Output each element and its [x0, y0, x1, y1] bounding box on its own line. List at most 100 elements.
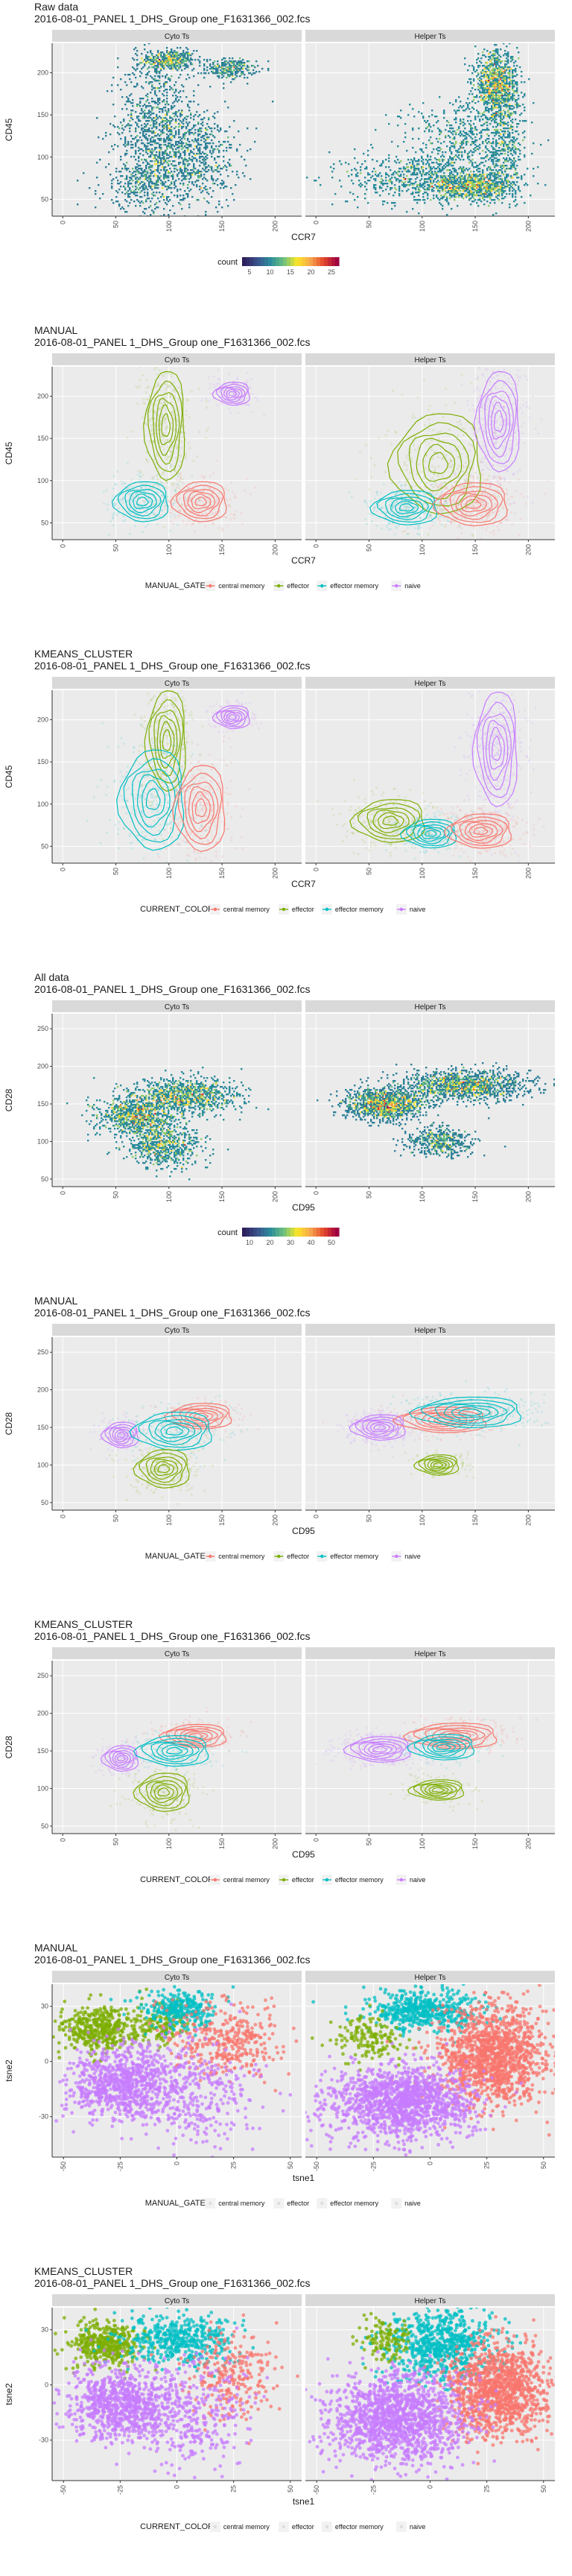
density-bin [147, 162, 149, 164]
density-bin [138, 104, 140, 106]
density-bin [463, 178, 465, 180]
density-bin [214, 127, 216, 130]
density-bin [145, 116, 147, 118]
density-bin [168, 145, 170, 148]
density-bin [197, 148, 200, 151]
density-bin [130, 93, 133, 95]
density-bin [205, 142, 207, 145]
density-bin [147, 163, 149, 165]
density-bin [480, 71, 483, 73]
density-bin [498, 86, 500, 88]
density-bin [165, 104, 167, 106]
density-bin [185, 96, 188, 98]
density-bin [394, 192, 396, 194]
density-bin [503, 54, 505, 57]
density-bin [142, 98, 144, 100]
density-bin [468, 156, 471, 158]
data-point [171, 389, 174, 392]
density-bin [498, 99, 500, 101]
data-point [149, 429, 153, 432]
density-bin [507, 111, 509, 113]
density-bin [202, 124, 204, 127]
density-bin [372, 171, 374, 173]
density-bin [460, 151, 462, 154]
density-bin [153, 120, 155, 122]
density-bin [166, 121, 168, 124]
density-bin [193, 141, 195, 143]
density-bin [503, 84, 505, 86]
density-bin [185, 159, 188, 161]
density-bin [139, 205, 142, 207]
density-bin [439, 159, 441, 161]
density-bin [504, 90, 506, 92]
data-point [175, 446, 178, 449]
density-bin [118, 203, 121, 206]
density-bin [503, 80, 505, 82]
density-bin [388, 154, 390, 157]
density-bin [470, 180, 472, 182]
density-bin [150, 174, 152, 176]
density-bin [468, 93, 471, 95]
density-bin [117, 183, 119, 185]
density-bin [160, 138, 162, 140]
density-bin [148, 177, 150, 179]
density-bin [174, 183, 176, 185]
density-bin [506, 160, 508, 162]
density-bin [205, 159, 207, 161]
density-bin [154, 148, 156, 151]
density-bin [394, 160, 396, 162]
density-bin [485, 121, 487, 124]
density-bin [241, 63, 243, 66]
density-bin [150, 92, 152, 94]
density-bin [387, 186, 389, 188]
density-bin [130, 116, 133, 118]
data-point [169, 395, 172, 398]
density-bin [503, 89, 505, 91]
data-point [176, 443, 179, 446]
density-bin [449, 157, 451, 160]
density-bin [191, 139, 194, 142]
density-bin [486, 174, 489, 176]
density-bin [163, 95, 165, 97]
density-bin [147, 68, 149, 70]
density-bin [424, 183, 426, 185]
y-axis-label: CD45 [4, 441, 14, 464]
density-bin [154, 93, 156, 95]
density-bin [431, 172, 433, 174]
density-bin [358, 184, 360, 186]
density-bin [473, 68, 475, 70]
density-bin [218, 171, 220, 173]
density-bin [410, 183, 413, 185]
density-bin [200, 123, 203, 125]
density-bin [436, 174, 438, 176]
density-bin [422, 171, 425, 173]
density-bin [507, 127, 509, 130]
density-bin [199, 150, 201, 152]
density-bin [419, 180, 422, 182]
density-bin [214, 157, 216, 160]
density-bin [427, 172, 429, 174]
x-tick-label: 200 [271, 544, 279, 555]
density-bin [211, 168, 213, 170]
density-bin [448, 203, 450, 206]
density-bin [515, 148, 517, 151]
density-bin [452, 189, 454, 191]
density-bin [357, 172, 359, 174]
density-bin [112, 202, 115, 204]
density-bin [403, 174, 405, 176]
density-bin [217, 72, 219, 75]
density-bin [431, 174, 433, 176]
density-bin [124, 211, 127, 213]
density-bin [488, 84, 490, 86]
density-bin [470, 150, 472, 152]
density-bin [470, 186, 472, 188]
density-bin [403, 177, 405, 179]
density-bin [400, 110, 402, 112]
density-bin [175, 142, 177, 145]
density-bin [157, 169, 159, 171]
density-bin [165, 181, 167, 183]
density-bin [483, 203, 486, 206]
density-bin [515, 169, 517, 171]
density-bin [157, 166, 159, 168]
data-point [196, 455, 199, 458]
